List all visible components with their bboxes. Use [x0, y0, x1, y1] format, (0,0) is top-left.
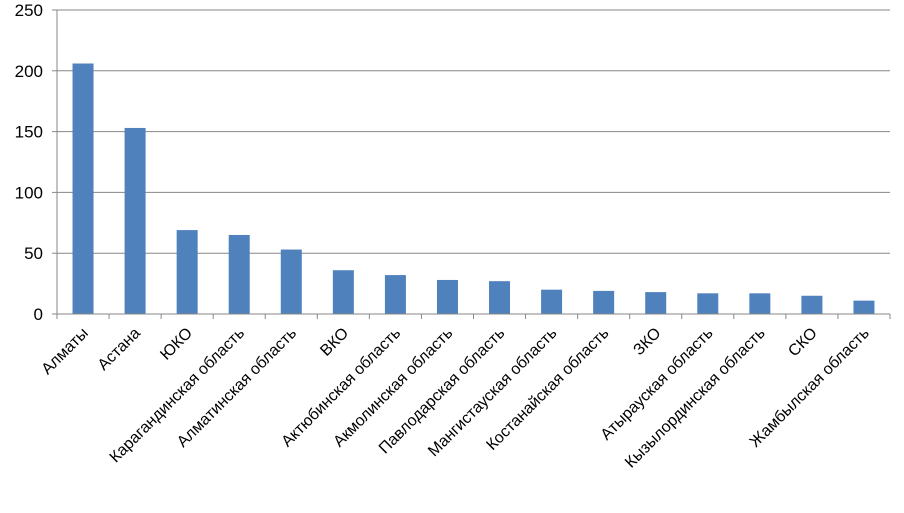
bar	[280, 249, 302, 314]
x-tick-label: Астана	[95, 325, 144, 374]
y-tick-labels: 0 50 100 150 200 250	[15, 1, 43, 324]
y-tick-label: 0	[34, 305, 43, 324]
bar	[801, 295, 823, 314]
bar	[489, 281, 511, 314]
bar	[436, 279, 458, 314]
x-tick-label: ЗКО	[630, 325, 664, 359]
bar	[332, 270, 354, 314]
x-tick-label: СКО	[785, 325, 820, 360]
gridlines	[57, 9, 890, 254]
x-tick-label: ЮКО	[157, 325, 196, 364]
bar	[124, 127, 146, 315]
bar	[645, 292, 667, 314]
bar	[228, 234, 250, 314]
y-tick-label: 200	[15, 62, 43, 81]
y-tick-label: 100	[15, 183, 43, 202]
axes	[52, 9, 891, 319]
bar	[749, 293, 771, 314]
y-tick-label: 250	[15, 1, 43, 20]
x-tick-label: Алматы	[39, 325, 92, 378]
bar	[853, 300, 875, 314]
bars	[72, 63, 875, 315]
y-tick-label: 150	[15, 123, 43, 142]
bar	[384, 275, 406, 314]
x-tick-label: ВКО	[317, 325, 352, 360]
bar	[697, 293, 719, 314]
bar	[72, 63, 94, 315]
bar	[593, 290, 615, 314]
bar	[176, 230, 198, 314]
bar	[541, 289, 563, 314]
y-tick-label: 50	[24, 244, 43, 263]
